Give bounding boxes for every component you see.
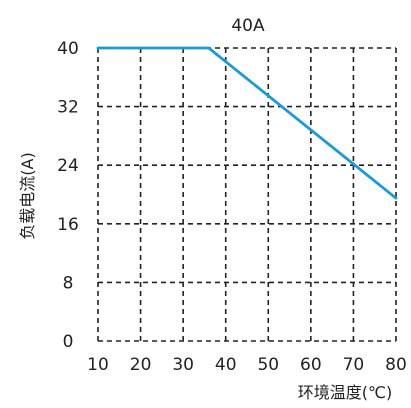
x-tick-label: 80 xyxy=(385,355,407,375)
x-tick-label: 40 xyxy=(215,355,237,375)
series-line xyxy=(96,46,398,200)
y-tick-label: 40 xyxy=(57,39,79,59)
grid xyxy=(97,47,397,342)
tick-labels: 10 20 30 40 50 60 70 80 0 8 16 24 32 40 xyxy=(57,39,407,375)
series-layer xyxy=(96,46,398,200)
x-tick-label: 30 xyxy=(172,355,194,375)
x-tick-label: 60 xyxy=(300,355,322,375)
y-tick-label: 24 xyxy=(57,156,79,176)
y-axis-label: 负载电流(A) xyxy=(18,152,37,239)
x-tick-label: 70 xyxy=(343,355,365,375)
chart-title: 40A xyxy=(231,16,265,36)
y-tick-label: 8 xyxy=(63,273,74,293)
x-axis-label: 环境温度(℃) xyxy=(298,383,392,402)
x-tick-label: 10 xyxy=(87,355,109,375)
y-tick-label: 0 xyxy=(63,332,74,352)
x-tick-label: 20 xyxy=(130,355,152,375)
y-tick-label: 16 xyxy=(57,215,79,235)
x-tick-label: 50 xyxy=(257,355,279,375)
y-tick-label: 32 xyxy=(57,98,79,118)
